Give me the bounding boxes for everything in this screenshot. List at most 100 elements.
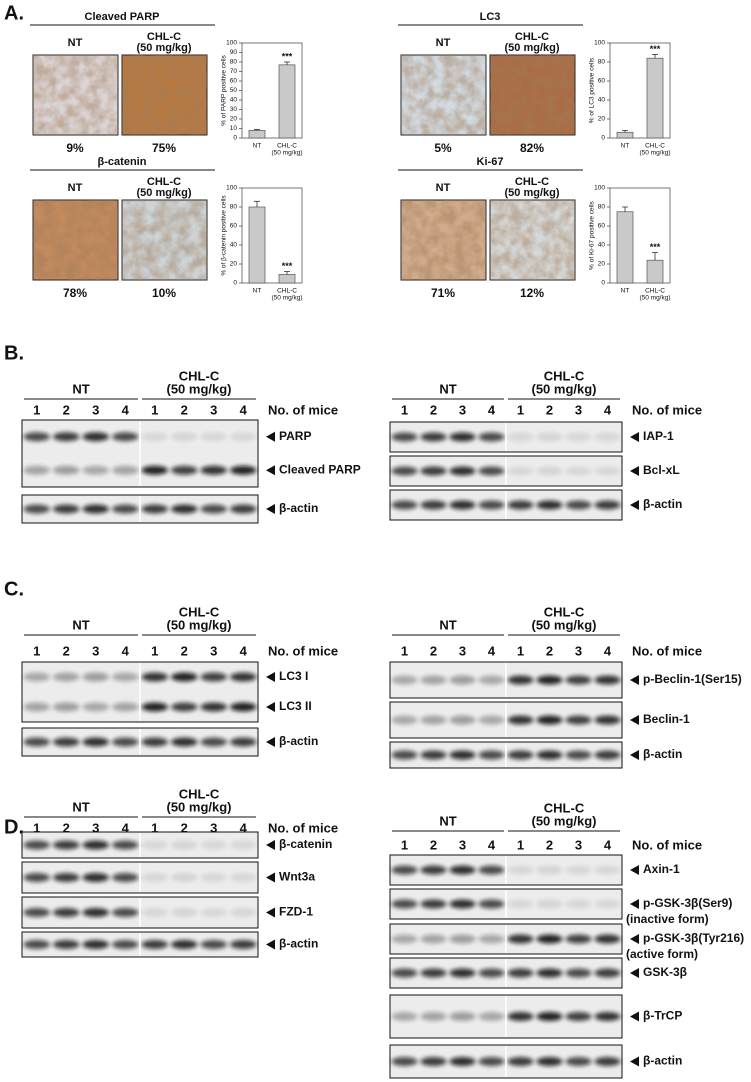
image-label: (50 mg/kg) — [504, 187, 559, 199]
lane-number: 3 — [210, 820, 217, 835]
blot-band — [420, 466, 447, 476]
blot-band — [478, 1057, 505, 1066]
blot-band — [536, 750, 563, 760]
blot-band — [82, 504, 110, 514]
lane-number: 1 — [33, 643, 40, 658]
lane-number: 3 — [459, 837, 466, 852]
blot-band — [23, 840, 51, 850]
x-tick-label: (50 mg/kg) — [639, 150, 670, 157]
percent-label: 71% — [431, 286, 455, 300]
blot-band — [141, 432, 169, 442]
significance: *** — [650, 242, 661, 252]
bar — [616, 131, 634, 139]
tissue-texture — [490, 200, 575, 280]
lane-number: 3 — [575, 643, 582, 658]
arrow — [630, 1011, 639, 1022]
band-note: (active form) — [626, 947, 698, 961]
blot-band — [23, 465, 51, 475]
band-label: p-Beclin-1(Ser15) — [643, 672, 742, 686]
blot-band — [507, 715, 534, 725]
blot-band — [170, 737, 198, 747]
x-tick-label: NT — [621, 288, 630, 295]
image-label: NT — [436, 37, 451, 49]
blot-band — [82, 672, 110, 682]
band-label: PARP — [279, 429, 311, 443]
y-tick-label: 80 — [598, 204, 606, 211]
lane-number: 2 — [546, 402, 553, 417]
arrow — [266, 465, 275, 476]
group-label: CHL-C — [544, 368, 585, 383]
band-label: IAP-1 — [643, 429, 674, 443]
blot-band — [52, 432, 80, 442]
subpanel-title: LC3 — [480, 11, 501, 23]
lane-number: 2 — [181, 643, 188, 658]
x-tick-label: CHL-C — [645, 288, 665, 295]
blot-band — [82, 908, 110, 917]
tissue-texture — [122, 200, 207, 280]
y-tick-label: 20 — [598, 261, 606, 268]
blot-band — [391, 968, 418, 978]
blot-band — [23, 940, 51, 949]
blot-band — [111, 737, 139, 747]
lane-number: 3 — [92, 820, 99, 835]
blot-band — [594, 1057, 621, 1066]
group-label: CHL-C — [179, 786, 220, 801]
blot-band — [478, 675, 505, 685]
y-tick-label: 100 — [226, 40, 237, 47]
lane-number: 4 — [122, 820, 130, 835]
bar — [248, 130, 266, 139]
band-label: Axin-1 — [643, 862, 680, 876]
band-label: p-GSK-3β(Tyr216) — [643, 931, 744, 945]
y-tick-label: 30 — [230, 106, 238, 113]
blot-band — [536, 1012, 563, 1021]
y-tick-label: 100 — [594, 185, 605, 192]
lane-number: 1 — [33, 402, 40, 417]
blot-band — [200, 702, 228, 712]
image-label: NT — [436, 182, 451, 194]
blot-band — [229, 840, 257, 850]
image-label: (50 mg/kg) — [136, 42, 191, 54]
blot-band — [52, 908, 80, 917]
lane-number: 1 — [517, 643, 524, 658]
image-label: NT — [68, 37, 83, 49]
blot-band — [536, 865, 563, 875]
arrow — [630, 432, 639, 442]
lane-number: 2 — [181, 820, 188, 835]
blot-band — [141, 672, 169, 682]
lane-number: 2 — [430, 837, 437, 852]
blot-band — [229, 672, 257, 682]
blot-band — [82, 432, 110, 442]
blot-band — [229, 908, 257, 917]
panel-label: B. — [4, 342, 24, 364]
blot-band — [111, 504, 139, 514]
blot-band — [141, 840, 169, 850]
band-label: β-actin — [643, 497, 682, 511]
tissue-texture — [33, 200, 118, 280]
blot-band — [565, 432, 592, 442]
group-label: (50 mg/kg) — [166, 381, 231, 396]
blot-band — [391, 432, 418, 442]
group-label: NT — [439, 381, 456, 396]
bar — [646, 259, 664, 284]
significance: *** — [282, 261, 293, 271]
lane-number: 3 — [92, 402, 99, 417]
blot-band — [200, 465, 228, 475]
blot-band — [391, 675, 418, 685]
blot-band — [594, 865, 621, 875]
group-label: NT — [72, 381, 89, 396]
blot-band — [82, 465, 110, 475]
arrow — [266, 702, 275, 712]
bar — [616, 211, 634, 284]
blot-band — [449, 968, 476, 978]
blot-band — [478, 865, 505, 875]
y-tick-label: 80 — [230, 204, 238, 211]
group-label: NT — [72, 799, 89, 814]
group-label: NT — [439, 813, 456, 828]
blot-band — [565, 865, 592, 875]
blot-band — [420, 865, 447, 875]
blot-band — [420, 968, 447, 978]
blot-band — [229, 702, 257, 712]
group-label: (50 mg/kg) — [531, 813, 596, 828]
lane-number: 4 — [488, 837, 496, 852]
image-label: CHL-C — [515, 176, 549, 188]
